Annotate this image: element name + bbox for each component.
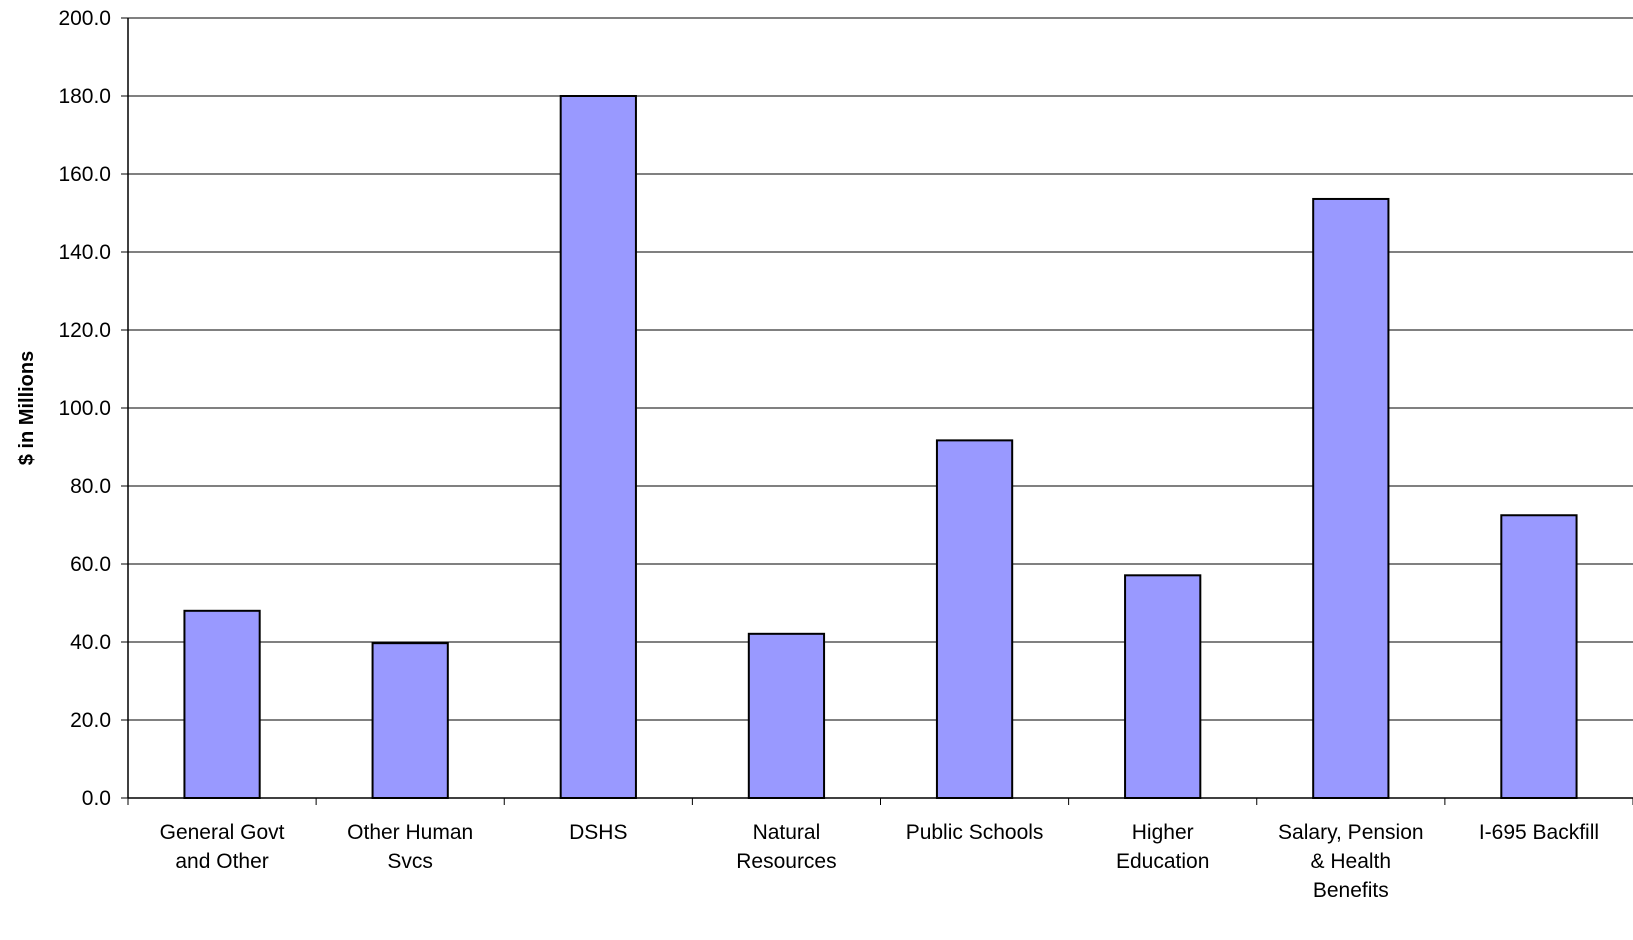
x-category-label: Higher Education bbox=[1116, 821, 1209, 873]
y-tick-label: 100.0 bbox=[58, 397, 111, 420]
y-tick-label: 60.0 bbox=[70, 553, 111, 576]
x-category-label: General Govt and Other bbox=[160, 821, 285, 873]
bar bbox=[559, 95, 637, 799]
y-tick-label: 40.0 bbox=[70, 631, 111, 654]
x-category-label: DSHS bbox=[569, 821, 627, 844]
bar bbox=[1500, 514, 1578, 799]
bar bbox=[371, 642, 449, 799]
x-axis-category-labels: General Govt and Other Other Human Svcs DSHS… bbox=[160, 821, 1599, 902]
bar bbox=[1124, 574, 1202, 799]
bars bbox=[183, 95, 1578, 799]
y-tick-label: 160.0 bbox=[58, 163, 111, 186]
bar bbox=[183, 609, 261, 799]
x-category-label: Other Human Svcs bbox=[347, 821, 473, 873]
y-axis-ticks: 0.0 20.0 40.0 60.0 80.0 100.0 120.0 140.0 160.0 1… bbox=[58, 7, 128, 810]
y-axis-title: $ in Millions bbox=[16, 351, 38, 465]
bar bbox=[747, 632, 826, 799]
bar bbox=[1312, 197, 1390, 799]
y-tick-label: 200.0 bbox=[58, 7, 111, 30]
x-category-label: Public Schools bbox=[906, 821, 1044, 844]
y-tick-label: 180.0 bbox=[58, 85, 111, 108]
y-tick-label: 120.0 bbox=[58, 319, 111, 342]
y-tick-label: 0.0 bbox=[82, 787, 111, 810]
y-tick-label: 140.0 bbox=[58, 241, 111, 264]
x-category-label: Salary, Pension & Health Benefits bbox=[1278, 821, 1424, 902]
axes bbox=[127, 18, 1633, 805]
x-category-label: Natural Resources bbox=[736, 821, 836, 873]
y-tick-label: 20.0 bbox=[70, 709, 111, 732]
y-tick-label: 80.0 bbox=[70, 475, 111, 498]
bar bbox=[935, 439, 1014, 799]
x-category-label: I-695 Backfill bbox=[1479, 821, 1599, 844]
gridlines bbox=[128, 17, 1633, 721]
